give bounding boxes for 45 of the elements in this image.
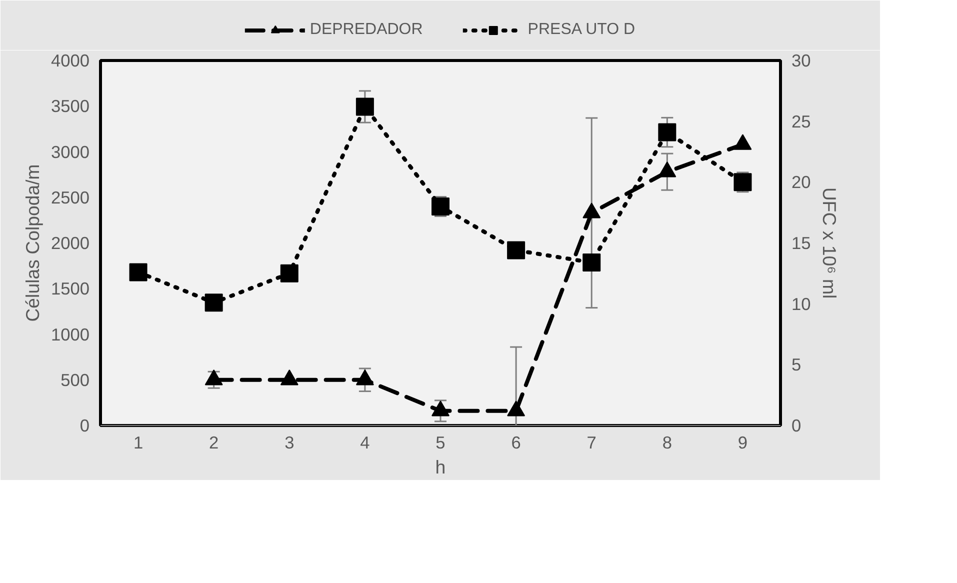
y2-tick-label: 0 — [792, 416, 802, 436]
y2-tick-label: 15 — [792, 233, 811, 253]
y-axis-title: Células Colpoda/m — [22, 164, 43, 322]
legend-label: PRESA UTO D — [528, 21, 636, 39]
point — [734, 134, 752, 150]
y-tick-label: 4000 — [50, 50, 90, 70]
y2-tick-label: 5 — [792, 354, 802, 375]
x-tick-label: 8 — [662, 432, 672, 452]
x-tick-label: 3 — [284, 432, 294, 452]
point — [582, 253, 601, 272]
y2-axis-title: UFC x 10⁶ ml — [818, 187, 840, 299]
point — [658, 162, 676, 178]
y-tick-label: 0 — [80, 416, 90, 436]
point — [432, 400, 450, 416]
point — [356, 370, 374, 386]
point — [356, 98, 374, 116]
y2-tick-label: 10 — [792, 294, 811, 314]
point — [280, 264, 298, 282]
point — [204, 294, 223, 312]
point — [507, 241, 526, 260]
x-tick-label: 7 — [586, 432, 596, 452]
x-axis-title: h — [435, 456, 446, 478]
y-tick-label: 1500 — [50, 278, 90, 299]
y-tick-label: 1000 — [50, 324, 90, 344]
y-tick-label: 2000 — [50, 233, 90, 253]
legend-label: DEPREDADOR — [310, 21, 423, 39]
x-tick-label: 1 — [133, 432, 144, 452]
x-tick-label: 6 — [511, 432, 521, 452]
x-tick-label: 2 — [209, 432, 219, 452]
y2-tick-label: 30 — [792, 50, 811, 70]
x-tick-label: 9 — [738, 432, 748, 452]
y2-tick-label: 20 — [792, 172, 811, 192]
y-tick-label: 3000 — [50, 142, 90, 162]
y-tick-label: 2500 — [50, 187, 90, 208]
point — [280, 370, 298, 386]
y2-tick-label: 25 — [792, 111, 811, 132]
point — [129, 263, 148, 282]
point — [658, 123, 676, 142]
y-tick-label: 500 — [60, 370, 90, 390]
point — [507, 400, 526, 416]
point — [204, 370, 223, 386]
x-tick-label: 5 — [436, 432, 446, 452]
x-tick-label: 4 — [360, 432, 370, 452]
point — [582, 202, 601, 218]
y-tick-label: 3500 — [50, 96, 90, 116]
